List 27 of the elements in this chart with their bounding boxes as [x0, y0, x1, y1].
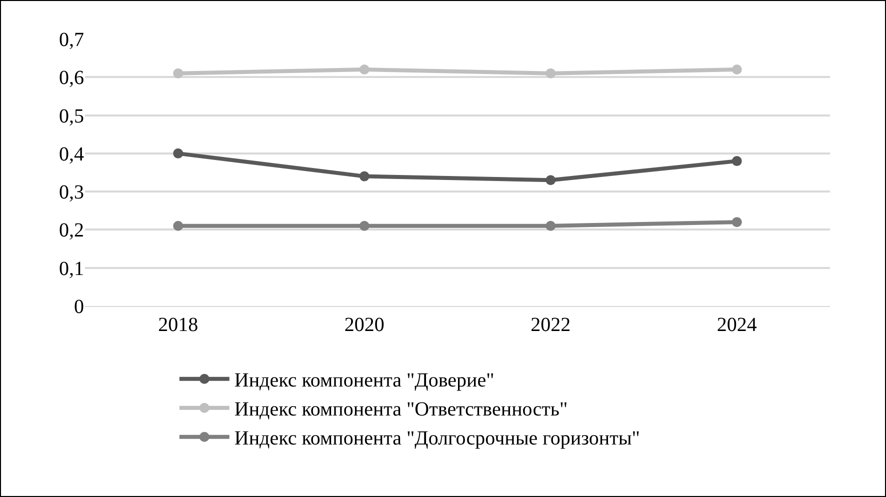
- point: [359, 220, 370, 231]
- y-tick-label: 0,4: [59, 143, 84, 166]
- point: [732, 64, 742, 75]
- legend-label: Индекс компонента "Долгосрочные горизонты": [234, 428, 640, 450]
- x-tick-label: 2018: [158, 314, 198, 336]
- y-tick-label: 0,3: [59, 182, 84, 204]
- y-tick-label: 0,2: [59, 220, 84, 242]
- point: [359, 64, 370, 75]
- point: [546, 68, 556, 78]
- point: [546, 220, 556, 231]
- point: [732, 156, 742, 166]
- x-tick-label: 2022: [530, 314, 571, 336]
- legend-label: Индекс компонента "Доверие": [234, 370, 494, 392]
- point: [173, 68, 184, 78]
- y-tick-label: 0,7: [59, 29, 84, 51]
- y-tick-label: 0,5: [59, 105, 84, 128]
- point: [173, 220, 184, 231]
- y-tick-label: 0,6: [59, 67, 84, 90]
- legend-label: Индекс компонента "Ответственность": [234, 398, 568, 421]
- point: [546, 175, 556, 186]
- point: [173, 148, 184, 158]
- point: [732, 217, 742, 228]
- x-tick-label: 2024: [716, 314, 757, 336]
- point: [359, 171, 370, 182]
- y-tick-label: 0: [74, 296, 84, 318]
- y-tick-label: 0,1: [59, 258, 84, 280]
- x-tick-label: 2020: [344, 314, 384, 336]
